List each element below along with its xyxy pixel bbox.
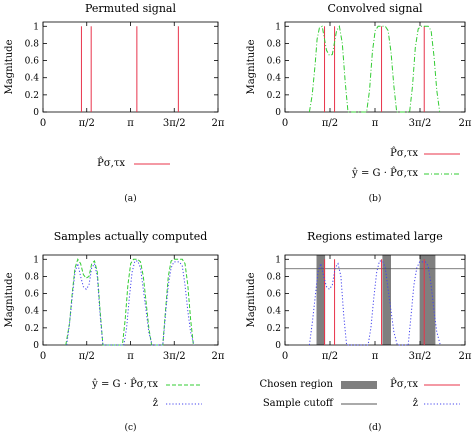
y-tick-label: 0.2	[267, 324, 281, 334]
y-tick-label: 0	[33, 341, 39, 351]
x-tick-label: 0	[40, 118, 46, 129]
y-tick-label: 0.6	[267, 57, 282, 67]
y-tick-label: 0	[275, 108, 281, 118]
legend-label: P̂σ,τx	[390, 147, 418, 159]
series-line-1	[65, 258, 194, 346]
y-tick-label: 0.8	[267, 272, 282, 282]
panel-caption: (c)	[124, 422, 136, 433]
legend: P̂σ,τx ŷ = G · P̂σ,τx	[351, 147, 460, 179]
y-tick-label: 0.4	[25, 307, 40, 317]
legend-label: P̂σ,τx	[390, 378, 418, 390]
chart-title: Permuted signal	[85, 2, 177, 15]
y-tick-label: 1	[275, 22, 281, 32]
x-tick-label: 3π/2	[409, 351, 432, 362]
x-tick-label: π	[127, 351, 134, 362]
x-tick-label: π/2	[79, 118, 95, 129]
y-tick-label: 0.6	[267, 290, 282, 300]
y-axis-label: Magnitude	[4, 39, 15, 94]
legend-label: ŷ = G · P̂σ,τx	[91, 378, 158, 390]
chosen-region	[419, 255, 436, 345]
x-tick-label: π	[372, 351, 379, 362]
x-tick-label: 2π	[212, 351, 225, 362]
y-tick-label: 0	[275, 341, 281, 351]
y-tick-label: 0.8	[267, 39, 282, 49]
y-tick-label: 0.8	[25, 39, 40, 49]
y-tick-label: 0.2	[25, 91, 39, 101]
x-tick-label: π/2	[79, 351, 95, 362]
legend-label: Sample cutoff	[263, 398, 334, 409]
y-tick-label: 0.4	[267, 307, 282, 317]
y-axis-label: Magnitude	[246, 39, 257, 94]
chart-title: Regions estimated large	[307, 230, 443, 243]
y-tick-label: 1	[33, 255, 39, 265]
legend-swatch-chosen-region	[341, 381, 377, 389]
series-line-2	[66, 260, 195, 346]
x-tick-label: π	[372, 118, 379, 129]
x-tick-label: 2π	[459, 351, 472, 362]
series-line-2	[308, 260, 441, 346]
legend-label: ŷ = G · P̂σ,τx	[351, 167, 418, 179]
legend: P̂σ,τx ẑ Chosen region Sample cutoff	[259, 378, 460, 409]
x-tick-label: π/2	[322, 351, 338, 362]
y-tick-label: 0.4	[267, 74, 282, 84]
y-tick-label: 0.6	[25, 290, 40, 300]
panel-caption: (d)	[369, 422, 382, 433]
chart-panel-2: Convolved signal 0 0.2 0.4 0.6 0.8 1 0 π/2 π 3π/2 2…	[246, 2, 472, 204]
panel-caption: (b)	[369, 193, 382, 204]
y-axis-label: Magnitude	[4, 272, 15, 327]
legend: ŷ = G · P̂σ,τx ẑ	[91, 378, 202, 409]
x-tick-label: 3π/2	[163, 118, 186, 129]
series-line-2	[308, 24, 441, 113]
legend: P̂σ,τx	[97, 157, 170, 169]
y-tick-label: 0.6	[25, 57, 40, 67]
x-tick-label: 0	[282, 351, 288, 362]
y-tick-label: 0.2	[25, 324, 39, 334]
chart-panel-4: Regions estimated large 0 0.2 0.4 0.6 0.8 1 0 π/…	[246, 230, 472, 433]
x-tick-label: 3π/2	[163, 351, 186, 362]
x-tick-label: 0	[282, 118, 288, 129]
x-tick-label: π	[127, 118, 134, 129]
chart-panel-1: Permuted signal 0 0.2 0.4 0.6 0.8 1 0 π/2 π 3π/2 2π…	[4, 2, 225, 204]
chart-panel-3: Samples actually computed 0 0.2 0.4 0.6 0.8 1 0…	[4, 230, 225, 433]
y-tick-label: 0.2	[267, 91, 281, 101]
legend-label: P̂σ,τx	[97, 157, 125, 169]
x-tick-label: 2π	[459, 118, 472, 129]
panel-caption: (a)	[124, 193, 136, 204]
chart-title: Samples actually computed	[54, 230, 208, 243]
legend-label: Chosen region	[259, 379, 333, 390]
chosen-region	[382, 255, 391, 345]
y-tick-label: 0.8	[25, 272, 40, 282]
y-tick-label: 0.4	[25, 74, 40, 84]
y-axis-label: Magnitude	[246, 272, 257, 327]
chosen-region	[316, 255, 326, 345]
x-tick-label: 2π	[212, 118, 225, 129]
x-tick-label: 0	[40, 351, 46, 362]
legend-label: ẑ	[153, 398, 158, 409]
plot-frame	[42, 21, 219, 113]
x-tick-label: 3π/2	[409, 118, 432, 129]
x-tick-label: π/2	[322, 118, 338, 129]
y-tick-label: 0	[33, 108, 39, 118]
legend-label: ẑ	[413, 398, 418, 409]
y-tick-label: 1	[275, 255, 281, 265]
chart-title: Convolved signal	[327, 2, 423, 15]
y-tick-label: 1	[33, 22, 39, 32]
